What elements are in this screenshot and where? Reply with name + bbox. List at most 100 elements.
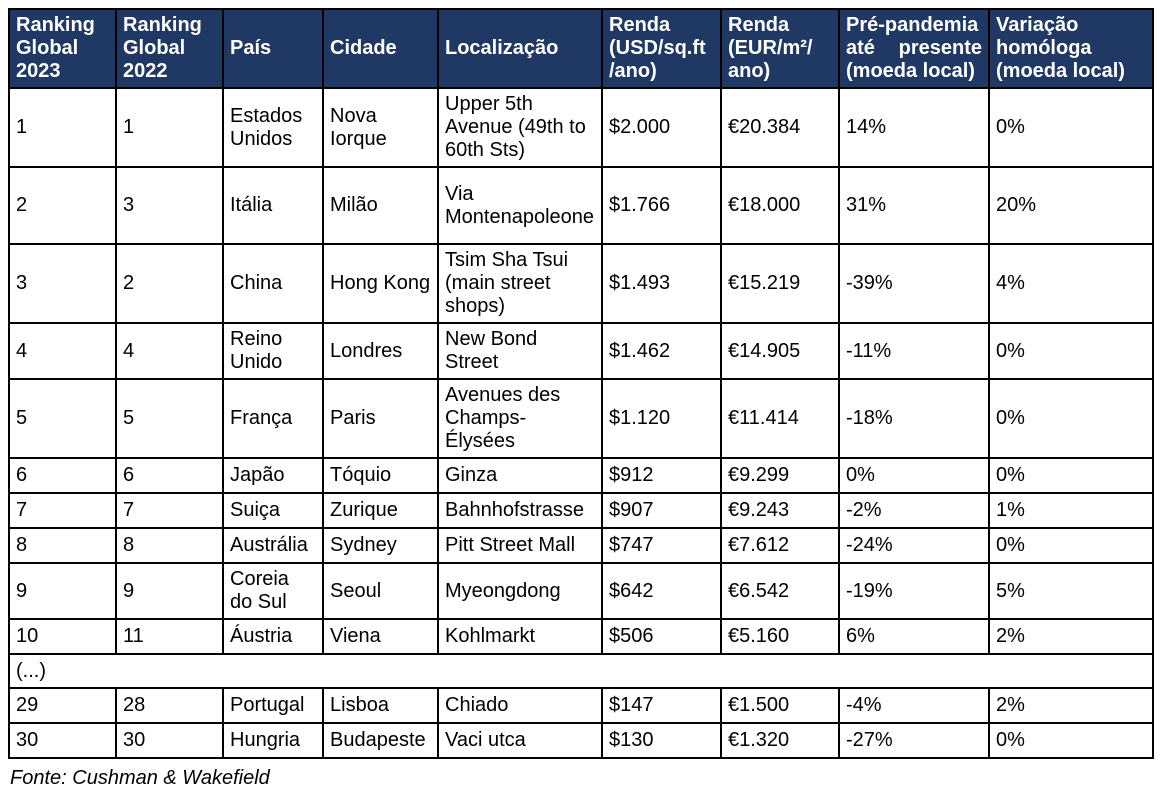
cell-col6: €9.299 (720, 457, 840, 494)
cell-col5: $1.120 (601, 378, 722, 459)
cell-col0: 2 (8, 166, 117, 245)
cell-col6: €5.160 (720, 618, 840, 655)
cell-col4: Ginza (437, 457, 603, 494)
cell-col5: $1.462 (601, 322, 722, 380)
cell-col5: $907 (601, 492, 722, 529)
header-row: Ranking Global 2023 Ranking Global 2022 Pa… (8, 8, 1154, 89)
cell-col2: Suiça (222, 492, 324, 529)
table-row: 3 2 China Hong Kong Tsim Sha Tsui (main stre… (8, 243, 1154, 324)
source-note: Fonte: Cushman & Wakefield (10, 767, 270, 789)
cell-col3: Lisboa (322, 687, 439, 724)
column-header-8: Variação homóloga (moeda local) (988, 8, 1154, 89)
cell-col7: 31% (838, 166, 990, 245)
cell-col6: €11.414 (720, 378, 840, 459)
global-ranking-table: Ranking Global 2023 Ranking Global 2022 Pa… (8, 8, 1154, 759)
cell-col5: $130 (601, 722, 722, 759)
cell-col3: Paris (322, 378, 439, 459)
cell-col5: $2.000 (601, 87, 722, 168)
cell-col4: Kohlmarkt (437, 618, 603, 655)
cell-col1: 28 (115, 687, 224, 724)
cell-col8: 0% (988, 457, 1154, 494)
cell-col6: €20.384 (720, 87, 840, 168)
cell-col3: Londres (322, 322, 439, 380)
cell-col1: 9 (115, 562, 224, 620)
table-row: 10 11 Áustria Viena Kohlmarkt $506 €5.160 6% 2% (8, 618, 1154, 655)
cell-col8: 0% (988, 322, 1154, 380)
table-row: 9 9 Coreia do Sul Seoul Myeongdong $642 €6.542… (8, 562, 1154, 620)
cell-col6: €18.000 (720, 166, 840, 245)
cell-col2: China (222, 243, 324, 324)
cell-col1: 3 (115, 166, 224, 245)
cell-col0: 3 (8, 243, 117, 324)
cell-col4: Vaci utca (437, 722, 603, 759)
cell-col0: 29 (8, 687, 117, 724)
column-header-7: Pré-pandemia até presente (moeda local) (838, 8, 990, 89)
cell-col7: 6% (838, 618, 990, 655)
cell-col2: Hungria (222, 722, 324, 759)
cell-col5: $912 (601, 457, 722, 494)
cell-col3: Sydney (322, 527, 439, 564)
cell-col3: Tóquio (322, 457, 439, 494)
cell-col4: Pitt Street Mall (437, 527, 603, 564)
cell-col8: 0% (988, 527, 1154, 564)
cell-col7: -2% (838, 492, 990, 529)
table-body-top: 1 1 Estados Unidos Nova Iorque Upper 5th Ave… (8, 87, 1154, 655)
column-header-1: Ranking Global 2022 (115, 8, 224, 89)
cell-col0: 9 (8, 562, 117, 620)
cell-col6: €1.500 (720, 687, 840, 724)
cell-col5: $147 (601, 687, 722, 724)
ellipsis-row: (...) (8, 653, 1154, 689)
cell-col3: Zurique (322, 492, 439, 529)
cell-col8: 20% (988, 166, 1154, 245)
cell-col4: Upper 5th Avenue (49th to 60th Sts) (437, 87, 603, 168)
cell-col0: 6 (8, 457, 117, 494)
cell-col3: Budapeste (322, 722, 439, 759)
cell-col7: 14% (838, 87, 990, 168)
cell-col7: -4% (838, 687, 990, 724)
cell-col2: Áustria (222, 618, 324, 655)
cell-col6: €14.905 (720, 322, 840, 380)
cell-col5: $1.493 (601, 243, 722, 324)
cell-col0: 30 (8, 722, 117, 759)
column-header-3: Cidade (322, 8, 439, 89)
cell-col0: 8 (8, 527, 117, 564)
cell-col8: 5% (988, 562, 1154, 620)
column-header-0: Ranking Global 2023 (8, 8, 117, 89)
cell-col1: 7 (115, 492, 224, 529)
table-body-bottom: 29 28 Portugal Lisboa Chiado $147 €1.500 -4% 2% 3… (8, 687, 1154, 759)
table-row: 30 30 Hungria Budapeste Vaci utca $130 €1.320-… (8, 722, 1154, 759)
ellipsis-cell: (...) (8, 653, 1154, 689)
cell-col8: 0% (988, 378, 1154, 459)
cell-col7: -24% (838, 527, 990, 564)
cell-col1: 8 (115, 527, 224, 564)
cell-col2: Japão (222, 457, 324, 494)
cell-col3: Milão (322, 166, 439, 245)
column-header-4: Localização (437, 8, 603, 89)
table-row: 7 7 Suiça Zurique Bahnhofstrasse $907 €9.243 -2… (8, 492, 1154, 529)
cell-col5: $747 (601, 527, 722, 564)
cell-col5: $1.766 (601, 166, 722, 245)
cell-col8: 1% (988, 492, 1154, 529)
column-header-6: Renda (EUR/m²/ ano) (720, 8, 840, 89)
cell-col4: Myeongdong (437, 562, 603, 620)
cell-col0: 4 (8, 322, 117, 380)
table-row: 6 6 Japão Tóquio Ginza $912 €9.299 0% 0% (8, 457, 1154, 494)
cell-col3: Hong Kong (322, 243, 439, 324)
table-row: 1 1 Estados Unidos Nova Iorque Upper 5th Ave… (8, 87, 1154, 168)
table-header: Ranking Global 2023 Ranking Global 2022 Pa… (8, 8, 1154, 89)
cell-col0: 10 (8, 618, 117, 655)
cell-col2: Itália (222, 166, 324, 245)
column-header-5: Renda (USD/sq.ft /ano) (601, 8, 722, 89)
cell-col1: 6 (115, 457, 224, 494)
cell-col0: 5 (8, 378, 117, 459)
cell-col6: €6.542 (720, 562, 840, 620)
cell-col2: França (222, 378, 324, 459)
cell-col1: 5 (115, 378, 224, 459)
cell-col2: Coreia do Sul (222, 562, 324, 620)
cell-col7: -39% (838, 243, 990, 324)
cell-col7: -18% (838, 378, 990, 459)
cell-col4: Via Montenapoleone (437, 166, 603, 245)
table-row: 8 8 Austrália Sydney Pitt Street Mall $747 €7.… (8, 527, 1154, 564)
cell-col3: Seoul (322, 562, 439, 620)
cell-col4: Tsim Sha Tsui (main street shops) (437, 243, 603, 324)
